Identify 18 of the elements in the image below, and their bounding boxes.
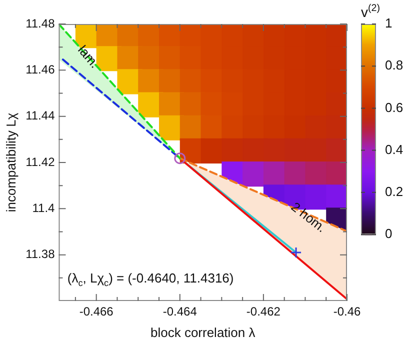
x-tick-label: -0.464: [162, 304, 198, 319]
x-tick-label: -0.466: [79, 304, 114, 319]
color-bar-label: 1: [385, 16, 392, 31]
color-bar-label: 0.8: [385, 58, 404, 73]
x-tick-label: -0.46: [333, 304, 361, 319]
y-tick-label: 11.44: [26, 108, 56, 123]
y-tick-label: 11.46: [26, 62, 56, 76]
color-bar-label: 0.2: [385, 184, 404, 199]
x-axis-title: block correlation λ: [150, 324, 256, 340]
color-bar-label: 0.4: [385, 142, 404, 157]
y-tick-label: 11.4: [32, 200, 56, 215]
y-axis-title: incompatibility Lχ: [3, 112, 18, 212]
x-tick-label: -0.462: [246, 304, 281, 319]
color-bar-label: 0.6: [385, 100, 404, 115]
y-tick-label: 11.42: [26, 154, 56, 169]
color-bar-label: 0: [385, 226, 392, 242]
y-tick-label: 11.48: [26, 16, 56, 30]
y-tick-label: 11.38: [26, 247, 56, 262]
